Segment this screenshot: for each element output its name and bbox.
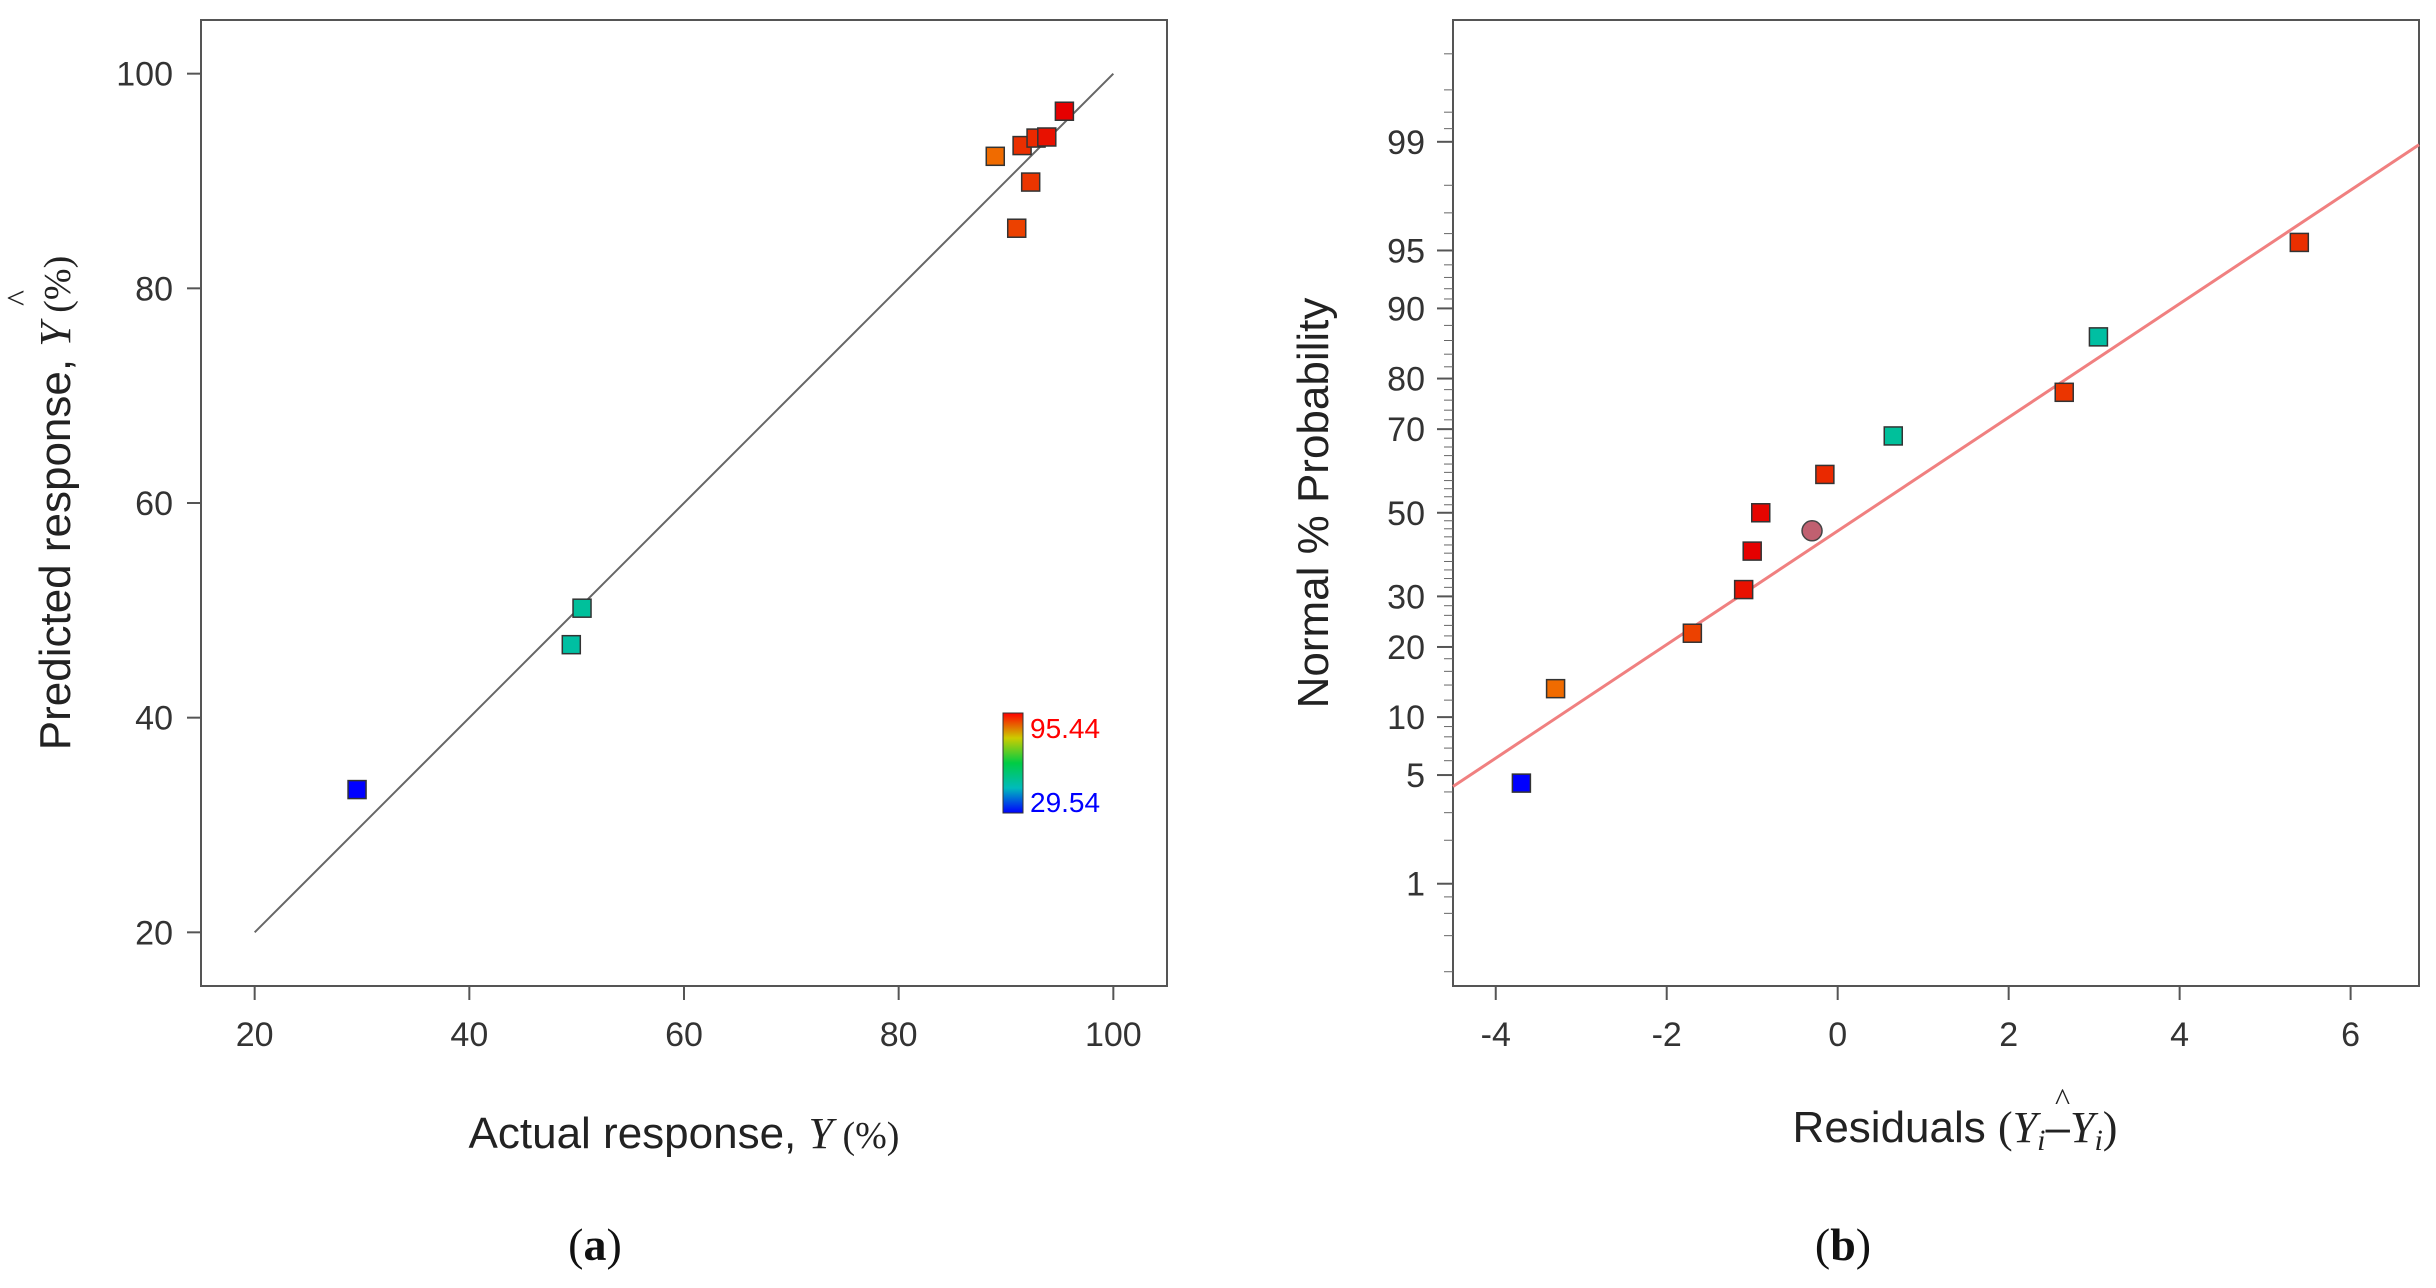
residual-point — [1733, 579, 1754, 600]
residual-point — [1815, 464, 1835, 485]
y-tick-label-b: 70 — [1387, 411, 1425, 449]
color-scale-bar — [1002, 712, 1024, 814]
y-tick-label-b: 5 — [1406, 757, 1425, 795]
x-tick-label-b: 6 — [2341, 1016, 2360, 1054]
x-axis-label-b-close: ) — [2103, 1103, 2118, 1152]
x-axis-label-a-symbol: Y — [809, 1109, 838, 1158]
x-axis-label-b-i2: i — [2094, 1124, 2102, 1157]
x-tick-label-b: 0 — [1828, 1016, 1847, 1054]
residual-point — [1742, 541, 1762, 561]
panel-b: -4 -2 0 2 4 6 1 5 10 20 30 50 70 80 90 95 99 Residuals (… — [1289, 19, 2420, 1270]
x-axis-label-a-text: Actual response, — [469, 1109, 809, 1158]
x-axis-label-b-y: Y — [2013, 1103, 2042, 1152]
x-axis-label-b-minus: – — [2045, 1103, 2070, 1152]
x-axis-label-b-open: ( — [1998, 1103, 2013, 1152]
y-axis-label-a-symbol: Y — [31, 318, 80, 347]
y-axis-label-a: Predicted response, Y (%) — [31, 256, 80, 751]
residual-point — [2289, 232, 2310, 253]
x-axis-label-b-yhat: Y — [2070, 1103, 2099, 1152]
x-axis-label-b-hat: ^ — [2055, 1081, 2070, 1117]
y-tick-label-a: 80 — [135, 270, 173, 308]
data-point — [1020, 172, 1041, 192]
tick-labels-b: -4 -2 0 2 4 6 1 5 10 20 30 50 70 80 90 95 99 — [1387, 124, 2360, 1054]
y-tick-label-a: 60 — [135, 485, 173, 523]
panel-a: 20 40 60 80 100 20 40 60 80 100 95.44 29.54 Actua… — [1, 19, 1168, 1270]
x-tick-label-a: 20 — [236, 1016, 274, 1054]
y-tick-label-b: 95 — [1387, 232, 1425, 270]
data-point — [561, 634, 582, 655]
residual-point — [1511, 773, 1532, 793]
data-point — [985, 146, 1006, 167]
color-scale-min-label: 29.54 — [1030, 787, 1100, 818]
y-tick-label-a: 20 — [135, 914, 173, 952]
data-points-a — [347, 101, 1075, 800]
y-tick-label-a: 100 — [116, 56, 173, 94]
tick-labels-a: 20 40 60 80 100 20 40 60 80 100 — [116, 56, 1141, 1054]
y-tick-label-b: 30 — [1387, 578, 1425, 616]
color-scale-max-label: 95.44 — [1030, 713, 1100, 744]
y-tick-label-b: 1 — [1406, 866, 1425, 904]
y-tick-label-b: 50 — [1387, 495, 1425, 533]
y-axis-label-a-unit: (%) — [37, 256, 79, 322]
center-point-marker — [1801, 520, 1823, 542]
data-point — [1006, 218, 1027, 238]
minor-tick-marks-b — [1444, 53, 1453, 973]
residual-point — [1883, 426, 1904, 446]
y-tick-label-b: 90 — [1387, 290, 1425, 328]
data-point — [1037, 127, 1057, 147]
x-tick-label-b: -2 — [1652, 1016, 1682, 1054]
x-tick-label-b: 4 — [2170, 1016, 2189, 1054]
panel-label-b: (b) — [1815, 1219, 1871, 1270]
panel-label-b-letter: b — [1830, 1219, 1856, 1270]
y-axis-label-b: Normal % Probability — [1289, 298, 1338, 709]
residual-point — [1545, 678, 1566, 699]
x-tick-label-b: 2 — [1999, 1016, 2018, 1054]
panel-label-a-letter: a — [584, 1219, 607, 1270]
x-axis-label-a: Actual response, Y (%) — [469, 1109, 900, 1158]
x-tick-label-a: 100 — [1085, 1016, 1142, 1054]
x-axis-label-b: Residuals (Yi–Yi) — [1793, 1103, 2118, 1157]
tick-marks-b — [1437, 140, 2352, 1000]
residual-point — [1682, 623, 1703, 643]
y-tick-label-b: 80 — [1387, 361, 1425, 399]
data-points-b — [1511, 232, 2310, 793]
y-tick-label-b: 99 — [1387, 124, 1425, 162]
x-tick-label-a: 60 — [665, 1016, 703, 1054]
panel-label-a-open: ( — [568, 1219, 583, 1270]
residual-point — [2054, 382, 2074, 403]
x-tick-label-a: 80 — [880, 1016, 918, 1054]
x-axis-label-b-i: i — [2037, 1124, 2045, 1157]
color-scale-legend: 95.44 29.54 — [1002, 712, 1100, 818]
identity-line — [253, 72, 1115, 934]
panel-label-a: (a) — [568, 1219, 622, 1270]
plot-frame-b — [1452, 19, 2420, 987]
residual-point — [1751, 503, 1771, 523]
normal-fit-line — [1452, 143, 2420, 788]
y-axis-label-a-hat: ^ — [1, 290, 38, 306]
tick-marks-a — [187, 72, 1115, 1000]
y-axis-label-a-text: Predicted response, — [31, 347, 80, 751]
data-point — [572, 598, 592, 618]
x-tick-label-a: 40 — [450, 1016, 488, 1054]
data-point — [1054, 101, 1075, 121]
x-axis-label-b-text: Residuals — [1793, 1103, 1998, 1152]
panel-label-a-close: ) — [607, 1219, 622, 1270]
x-tick-label-b: -4 — [1481, 1016, 1511, 1054]
data-point — [347, 779, 367, 800]
y-tick-label-b: 20 — [1387, 629, 1425, 667]
panel-label-b-open: ( — [1815, 1219, 1830, 1270]
y-tick-label-a: 40 — [135, 700, 173, 738]
residual-point — [2088, 327, 2109, 347]
panel-label-b-close: ) — [1856, 1219, 1871, 1270]
y-tick-label-b: 10 — [1387, 699, 1425, 737]
x-axis-label-a-unit: (%) — [833, 1115, 899, 1157]
